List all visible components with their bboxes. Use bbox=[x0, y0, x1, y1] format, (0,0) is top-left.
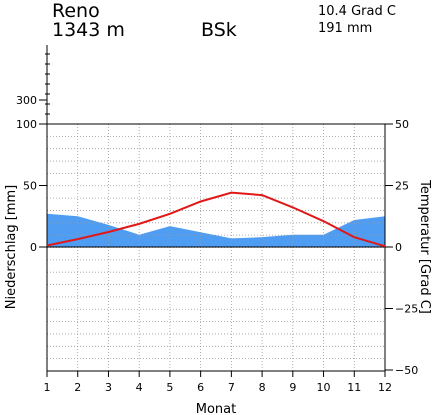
x-axis-tick-label: 6 bbox=[197, 381, 204, 394]
x-axis-tick-label: 9 bbox=[289, 381, 296, 394]
x-axis-tick-label: 1 bbox=[44, 381, 51, 394]
left-axis-tick-label: 300 bbox=[16, 94, 37, 107]
left-axis-tick-label: 100 bbox=[16, 118, 37, 131]
x-axis-tick-label: 8 bbox=[259, 381, 266, 394]
x-axis-tick-label: 5 bbox=[166, 381, 173, 394]
x-axis-tick-label: 2 bbox=[74, 381, 81, 394]
left-axis-tick-label: 0 bbox=[30, 241, 37, 254]
left-axis-tick-label: 50 bbox=[23, 180, 37, 193]
right-axis-tick-label: −50 bbox=[395, 364, 418, 377]
station-elevation: 1343 m bbox=[52, 19, 125, 41]
right-axis-tick-label: −25 bbox=[395, 303, 418, 316]
right-axis-tick-label: 50 bbox=[395, 118, 409, 131]
right-axis-tick-label: 0 bbox=[395, 241, 402, 254]
x-axis-tick-label: 3 bbox=[105, 381, 112, 394]
x-axis-tick-label: 11 bbox=[347, 381, 361, 394]
precipitation-area bbox=[47, 213, 385, 247]
x-axis-tick-label: 7 bbox=[228, 381, 235, 394]
x-axis-tick-label: 10 bbox=[317, 381, 331, 394]
x-axis-tick-label: 12 bbox=[378, 381, 392, 394]
x-axis-title: Monat bbox=[196, 402, 236, 415]
right-axis-title: Temperatur [Grad C] bbox=[417, 179, 432, 314]
left-axis-title: Niederschlag [mm] bbox=[4, 185, 19, 310]
station-name: Reno bbox=[52, 0, 100, 22]
x-axis-tick-label: 4 bbox=[136, 381, 143, 394]
temperature-line bbox=[46, 191, 386, 248]
annual-precipitation: 191 mm bbox=[318, 21, 373, 36]
right-axis-tick-label: 25 bbox=[395, 180, 409, 193]
climate-class: BSk bbox=[201, 19, 237, 41]
mean-temperature: 10.4 Grad C bbox=[318, 4, 396, 19]
